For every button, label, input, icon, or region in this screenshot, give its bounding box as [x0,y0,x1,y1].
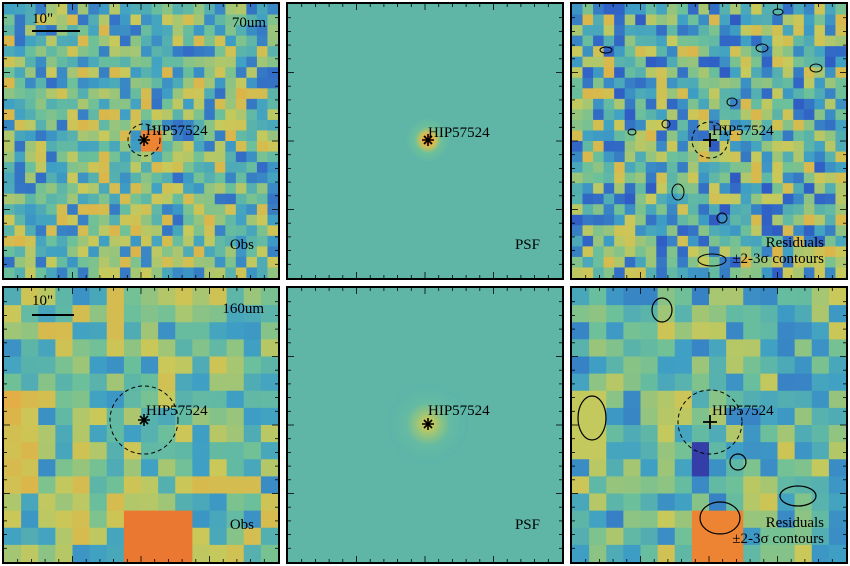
panel-70um-residual: HIP57524 Residuals ±2-3σ contours [570,2,848,280]
residual-contour [577,395,607,441]
residual-contour [779,485,817,507]
panel-160um-residual: HIP57524 Residuals ±2-3σ contours [570,286,848,564]
image-70um-psf [288,4,562,278]
position-marker [703,415,717,429]
residuals-label: Residuals [765,515,824,531]
star-marker [422,418,434,430]
residual-contour [716,212,728,224]
star-marker [138,134,150,146]
residual-contour [651,297,673,323]
residual-contour [699,501,741,535]
residual-contour [772,8,784,16]
residuals-label: Residuals [765,235,824,251]
star-marker [422,134,434,146]
residual-contour [661,119,671,129]
scalebar-label: 10" [32,293,54,309]
psf-label: PSF [514,237,540,253]
aperture-circle [127,123,161,157]
residual-contour [809,63,823,73]
residual-contour [697,253,727,267]
panel-160um-psf: HIP57524 PSF [286,286,564,564]
image-160um-residual [572,288,846,562]
star-label: HIP57524 [428,403,490,419]
image-70um-residual [572,4,846,278]
scalebar-line [32,314,74,316]
scalebar-line [32,30,80,32]
obs-label: Obs [229,517,254,533]
residual-contour [729,453,747,471]
residual-contour [599,46,613,54]
panel-70um-psf: HIP57524 PSF [286,2,564,280]
residual-contour [726,97,738,107]
band-label: 160um [222,301,264,317]
contours-label: ±2-3σ contours [732,251,824,267]
band-label: 70um [231,15,266,31]
panel-70um-obs: 10" 70um HIP57524 Obs [2,2,280,280]
aperture-circle [691,121,729,159]
aperture-circle [677,389,743,455]
panel-160um-obs: 10" 160um HIP57524 Obs [2,286,280,564]
obs-label: Obs [229,237,254,253]
image-160um-obs [4,288,278,562]
residual-contour [627,128,637,136]
star-label: HIP57524 [712,403,774,419]
image-160um-psf [288,288,562,562]
star-label: HIP57524 [146,403,208,419]
scalebar-label: 10" [32,11,54,27]
star-marker [138,414,150,426]
star-label: HIP57524 [712,123,774,139]
image-70um-obs [4,4,278,278]
residual-contour [755,43,769,53]
residual-contour [671,183,685,201]
star-label: HIP57524 [146,123,208,139]
position-marker [703,133,717,147]
psf-label: PSF [514,517,540,533]
star-label: HIP57524 [428,125,490,141]
aperture-circle [109,385,179,455]
contours-label: ±2-3σ contours [732,531,824,547]
